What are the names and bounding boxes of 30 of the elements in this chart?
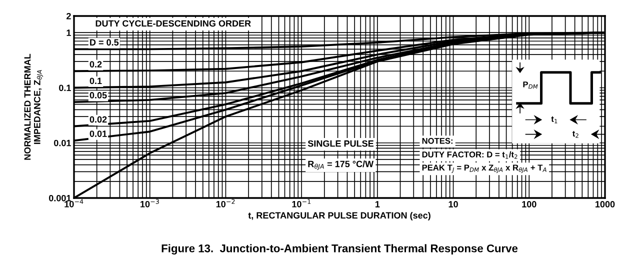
annotation: NOTES: xyxy=(422,138,452,144)
y-tick-label: 2 xyxy=(66,12,71,20)
y-axis-title: NORMALIZED THERMAL IMPEDANCE, Z$_{θJA}$ xyxy=(24,54,44,160)
series-label: 0.1 xyxy=(90,78,102,84)
annotation: R$_{θJA}$ = 175 °C/W xyxy=(308,160,374,170)
x-tick-label: 1 xyxy=(375,201,380,208)
y-tick-label: 0.1 xyxy=(59,84,71,92)
text: PEAK T$_{J}$ = P$_{DM}$ x Z$_{θJA}$ x R$_{θJA}$ + T$_{A}$ xyxy=(422,164,546,173)
series-label: 0.2 xyxy=(90,61,102,68)
annotation: DUTY CYCLE-DESCENDING ORDER xyxy=(96,20,251,27)
x-tick-label: 10 xyxy=(448,201,458,208)
annotation: DUTY FACTOR: D = t$_{1}$/t$_{2}$ xyxy=(422,151,518,159)
series-label: 0.01 xyxy=(90,130,107,137)
annotation: P$_{DM}$ xyxy=(523,82,538,89)
series-label: 0.05 xyxy=(90,92,107,98)
x-tick-label: 10$^{−2}$ xyxy=(216,199,235,208)
annotation: t$_{2}$ xyxy=(572,130,578,138)
annotation: SINGLE PULSE xyxy=(308,140,374,147)
x-tick-label: 10$^{−1}$ xyxy=(292,199,311,208)
x-axis-title: t, RECTANGULAR PULSE DURATION (sec) xyxy=(248,212,430,220)
x-tick-label: 10$^{−3}$ xyxy=(140,199,159,208)
y-tick-label: 1 xyxy=(66,30,71,36)
x-tick-label: 100 xyxy=(522,201,536,208)
annotation: t$_{1}$ xyxy=(551,116,558,124)
x-tick-label: 1000 xyxy=(596,201,615,208)
y-tick-label: 0.001 xyxy=(48,194,71,202)
series-label: D = 0.5 xyxy=(90,39,119,46)
text: Figure 13. Junction-to-Ambient Transient Thermal Response Curve xyxy=(162,244,518,255)
series-label: 0.02 xyxy=(90,116,107,123)
y-tick-label: 0.01 xyxy=(54,140,71,146)
